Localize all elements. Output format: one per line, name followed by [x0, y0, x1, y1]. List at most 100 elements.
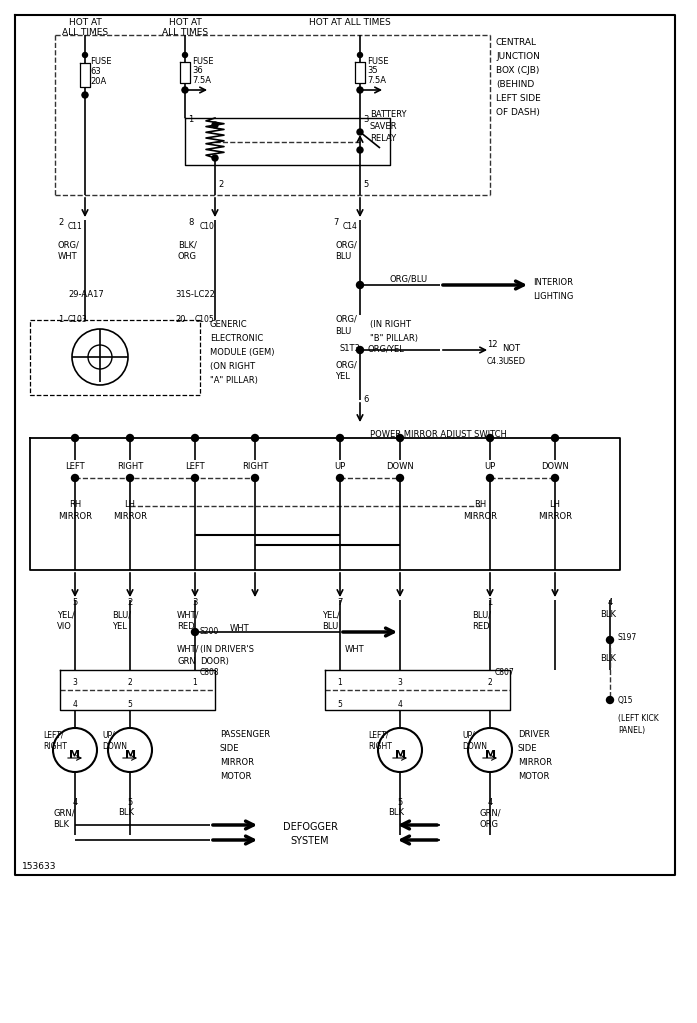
Text: "A" PILLAR): "A" PILLAR) — [210, 376, 258, 385]
Text: WHT: WHT — [58, 252, 77, 261]
Text: DOWN: DOWN — [386, 462, 414, 471]
Circle shape — [126, 475, 134, 482]
Text: 36: 36 — [192, 66, 203, 75]
Text: LEFT SIDE: LEFT SIDE — [496, 94, 541, 103]
Circle shape — [551, 435, 558, 442]
Text: 3: 3 — [363, 115, 369, 124]
Text: RIGHT: RIGHT — [117, 462, 143, 471]
Text: OF DASH): OF DASH) — [496, 108, 540, 117]
Text: (IN RIGHT: (IN RIGHT — [370, 320, 411, 329]
Text: RED: RED — [177, 622, 194, 631]
Text: BLK: BLK — [118, 808, 134, 817]
Text: MIRROR: MIRROR — [220, 758, 254, 767]
Text: MOTOR: MOTOR — [220, 772, 252, 781]
Text: PANEL): PANEL) — [618, 726, 645, 735]
Circle shape — [126, 435, 134, 442]
Circle shape — [356, 281, 364, 288]
Text: C11: C11 — [68, 222, 83, 231]
Text: 5: 5 — [397, 798, 403, 807]
Text: GRN: GRN — [177, 657, 196, 666]
Text: RIGHT: RIGHT — [368, 742, 392, 751]
Text: ALL TIMES: ALL TIMES — [62, 28, 108, 37]
Text: RED: RED — [472, 622, 489, 631]
Circle shape — [337, 475, 344, 482]
Text: 3: 3 — [397, 678, 402, 687]
Circle shape — [357, 129, 363, 135]
Text: YEL/: YEL/ — [322, 610, 339, 619]
Text: MODULE (GEM): MODULE (GEM) — [210, 348, 275, 357]
Circle shape — [252, 475, 259, 482]
Text: WHT/: WHT/ — [177, 610, 199, 619]
Text: RIGHT: RIGHT — [242, 462, 268, 471]
Text: MIRROR: MIRROR — [58, 512, 92, 521]
Text: MIRROR: MIRROR — [518, 758, 552, 767]
Text: 153633: 153633 — [22, 862, 56, 871]
Text: 7.5A: 7.5A — [192, 76, 211, 85]
Text: ORG: ORG — [480, 820, 499, 829]
Text: DOOR): DOOR) — [200, 657, 229, 666]
Text: C808: C808 — [200, 668, 220, 677]
Text: VIO: VIO — [57, 622, 72, 631]
Circle shape — [192, 628, 199, 635]
Text: UP: UP — [335, 462, 346, 471]
Circle shape — [551, 475, 558, 482]
Text: LH: LH — [125, 500, 135, 509]
Text: HOT AT ALL TIMES: HOT AT ALL TIMES — [309, 18, 391, 27]
Text: 6: 6 — [363, 395, 369, 404]
Circle shape — [487, 475, 493, 482]
Text: 5: 5 — [72, 598, 77, 607]
Text: 2: 2 — [218, 180, 223, 189]
Text: 20: 20 — [175, 315, 185, 324]
Text: 5: 5 — [128, 700, 132, 709]
Text: 1: 1 — [337, 678, 342, 687]
Text: SIDE: SIDE — [220, 744, 240, 753]
Text: DOWN: DOWN — [102, 742, 127, 751]
Text: ORG: ORG — [178, 252, 197, 261]
Text: BLU: BLU — [335, 327, 351, 336]
Text: 3: 3 — [72, 678, 77, 687]
Text: "B" PILLAR): "B" PILLAR) — [370, 333, 418, 343]
Circle shape — [337, 435, 344, 442]
Text: WHT: WHT — [230, 624, 250, 633]
Text: C4.3: C4.3 — [487, 357, 505, 366]
Text: BLK: BLK — [53, 820, 69, 829]
Text: BLK: BLK — [600, 610, 616, 619]
Text: SAVER: SAVER — [370, 122, 397, 131]
Circle shape — [606, 697, 613, 704]
Text: 3: 3 — [192, 598, 198, 607]
Text: HOT AT: HOT AT — [68, 18, 101, 27]
Text: Q15: Q15 — [618, 696, 634, 705]
Text: 1: 1 — [487, 598, 493, 607]
Circle shape — [183, 88, 187, 92]
Text: DOWN: DOWN — [541, 462, 569, 471]
Text: SYSTEM: SYSTEM — [291, 836, 329, 846]
Text: C103: C103 — [68, 315, 88, 324]
Text: ORG/BLU: ORG/BLU — [390, 275, 428, 284]
Text: 4: 4 — [72, 700, 77, 709]
Text: C105: C105 — [195, 315, 215, 324]
Text: (IN DRIVER'S: (IN DRIVER'S — [200, 644, 254, 654]
Text: DEFOGGER: DEFOGGER — [282, 822, 337, 832]
Circle shape — [183, 52, 187, 57]
Text: LEFT/: LEFT/ — [368, 730, 388, 739]
Text: 63: 63 — [90, 66, 101, 76]
Circle shape — [357, 87, 363, 93]
Text: BLU/: BLU/ — [472, 610, 491, 619]
Text: 2: 2 — [128, 598, 132, 607]
Text: RH: RH — [474, 500, 486, 509]
Text: CENTRAL: CENTRAL — [496, 38, 537, 47]
Text: 2: 2 — [488, 678, 492, 687]
Circle shape — [356, 347, 364, 354]
Text: 7: 7 — [337, 598, 343, 607]
Text: M: M — [484, 750, 496, 760]
Circle shape — [72, 475, 79, 482]
Circle shape — [72, 435, 79, 442]
Text: 1: 1 — [192, 678, 197, 687]
Circle shape — [212, 122, 218, 128]
Text: MOTOR: MOTOR — [518, 772, 549, 781]
Text: BOX (CJB): BOX (CJB) — [496, 66, 539, 75]
Text: UP: UP — [484, 462, 496, 471]
Text: 4: 4 — [397, 700, 402, 709]
Text: 5: 5 — [337, 700, 342, 709]
Text: DRIVER: DRIVER — [518, 730, 550, 739]
